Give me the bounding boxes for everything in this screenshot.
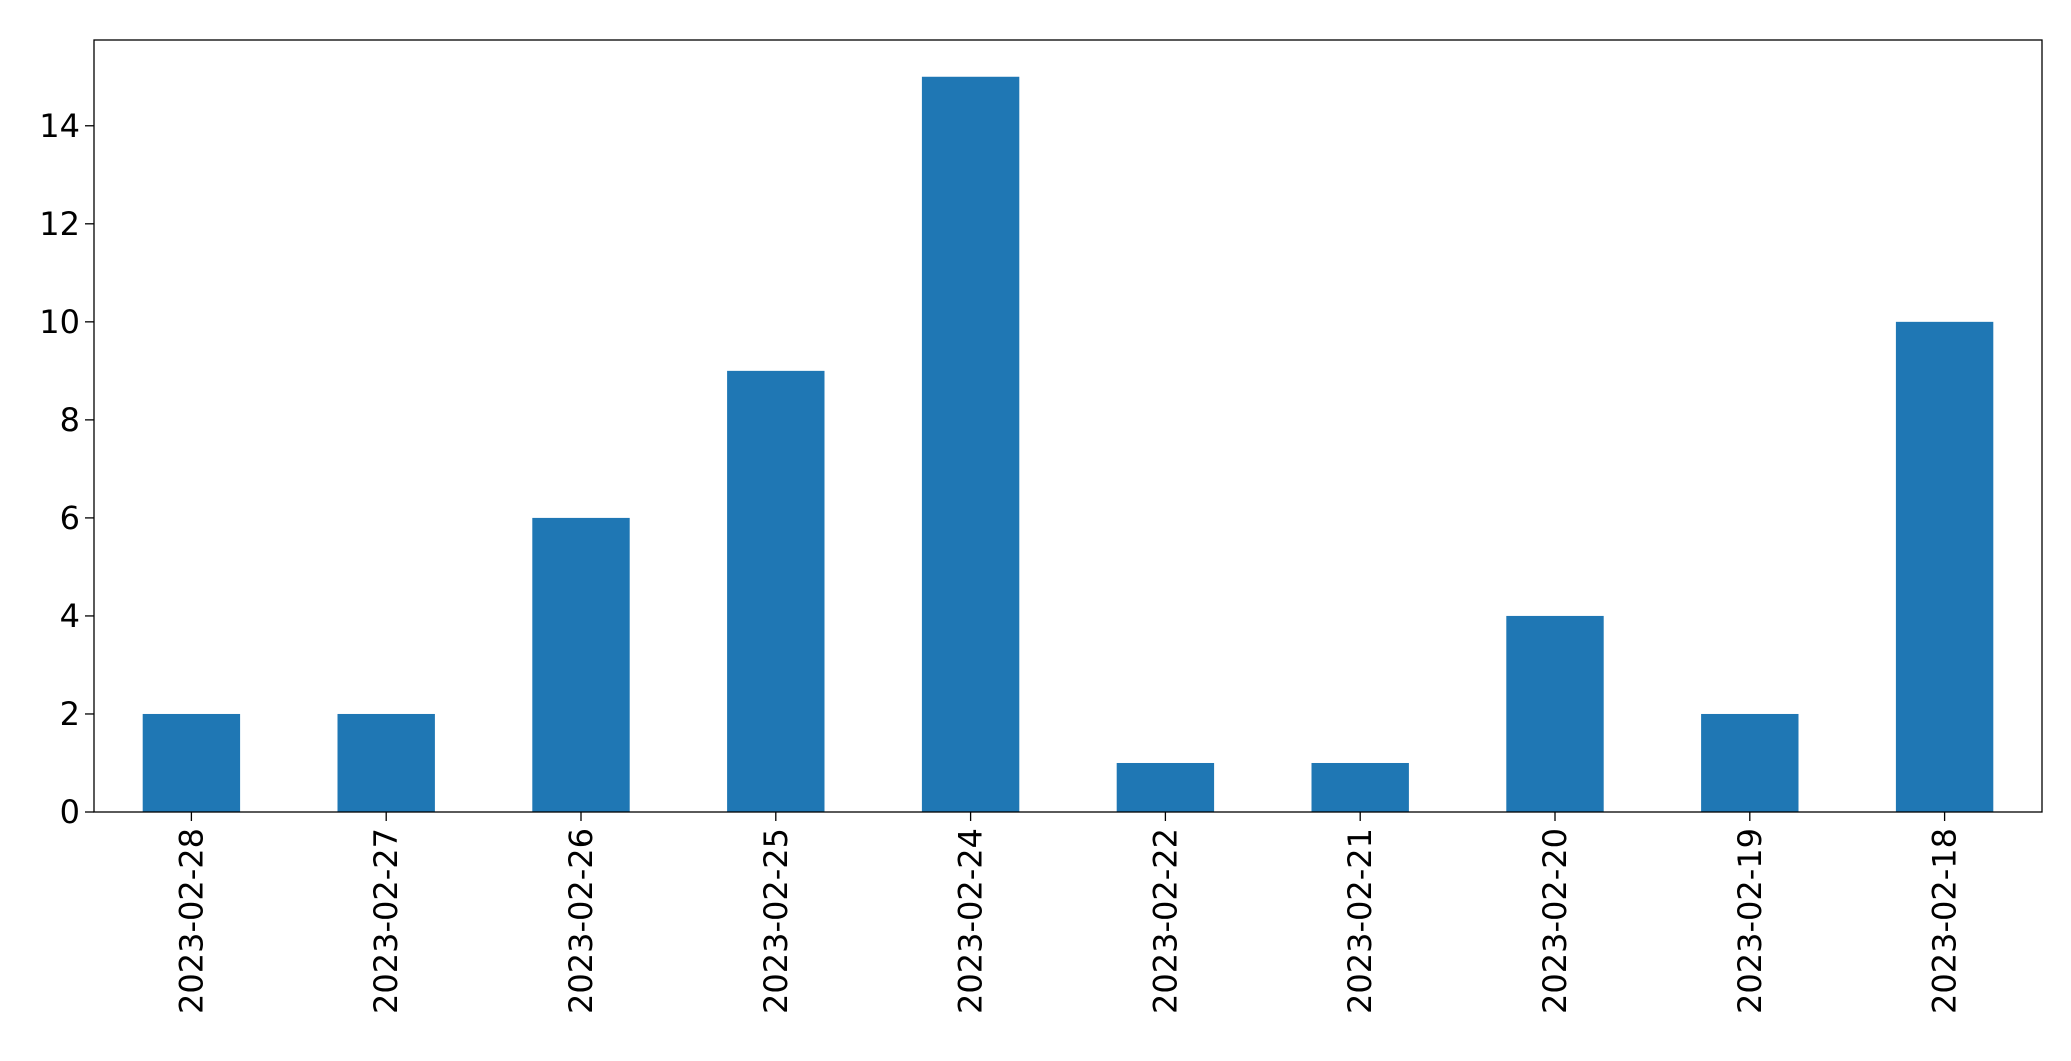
bar xyxy=(1311,762,1409,812)
y-tick-label: 10 xyxy=(39,303,80,341)
x-tick-label: 2023-02-25 xyxy=(757,828,795,1014)
y-tick-label: 4 xyxy=(60,597,80,635)
y-tick-label: 2 xyxy=(60,695,80,733)
y-tick-label: 8 xyxy=(60,401,80,439)
x-tick-label: 2023-02-27 xyxy=(367,828,405,1014)
bar xyxy=(1895,321,1994,812)
y-tick-label: 0 xyxy=(60,793,80,831)
bar xyxy=(1116,762,1215,812)
bar xyxy=(1506,615,1604,812)
bar xyxy=(727,370,825,812)
x-tick-label: 2023-02-24 xyxy=(952,828,990,1014)
x-tick-label: 2023-02-28 xyxy=(172,828,210,1014)
y-tick-label: 6 xyxy=(60,499,80,537)
x-tick-label: 2023-02-21 xyxy=(1341,828,1379,1014)
bar xyxy=(921,76,1020,812)
x-tick-label: 2023-02-19 xyxy=(1731,828,1769,1014)
x-tick-label: 2023-02-22 xyxy=(1146,828,1184,1014)
axes-frame xyxy=(93,39,2043,813)
bar xyxy=(337,713,435,812)
x-tick-label: 2023-02-26 xyxy=(562,828,600,1014)
bar xyxy=(142,713,241,812)
x-tick-label: 2023-02-20 xyxy=(1536,828,1574,1014)
y-tick-label: 12 xyxy=(39,205,80,243)
bar xyxy=(1701,713,1799,812)
bar xyxy=(532,517,630,812)
y-tick-label: 14 xyxy=(39,107,80,145)
x-tick-label: 2023-02-18 xyxy=(1926,828,1964,1014)
